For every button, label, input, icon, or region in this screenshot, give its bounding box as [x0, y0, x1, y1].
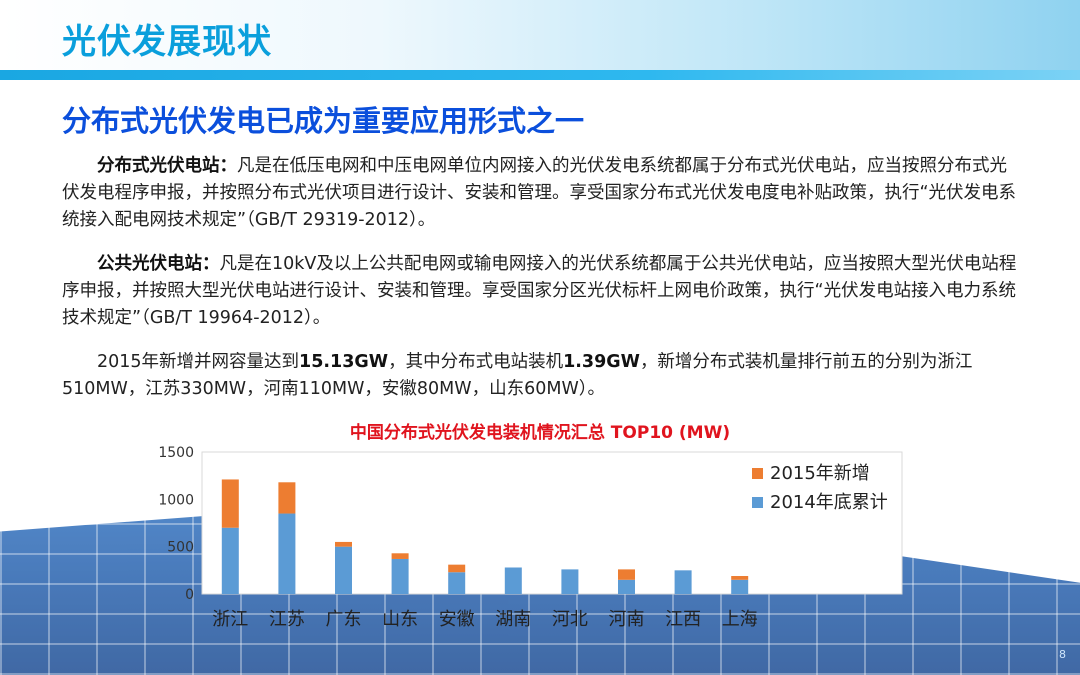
bar-2014-cumulative — [561, 569, 579, 594]
paragraph-stats-e: ，新增分布式装机量排行前五的分别为浙江510MW，江苏330MW，河南110MW… — [62, 352, 973, 399]
y-tick-label: 0 — [185, 587, 194, 603]
bar-2015-new — [391, 553, 409, 559]
y-tick-label: 1500 — [158, 445, 194, 461]
paragraph-public-text: 凡是在10kV及以上公共配电网或输电网接入的光伏系统都属于公共光伏电站，应当按照… — [62, 254, 1017, 328]
x-tick-label: 山东 — [382, 609, 418, 630]
paragraph-stats-distributed: 1.39GW — [563, 352, 640, 372]
bar-2014-cumulative — [674, 570, 692, 594]
x-tick-label: 河南 — [609, 609, 645, 630]
x-tick-label: 湖南 — [495, 609, 531, 630]
bar-2015-new — [731, 576, 749, 580]
paragraph-public: 公共光伏电站：凡是在10kV及以上公共配电网或输电网接入的光伏系统都属于公共光伏… — [62, 251, 1022, 332]
paragraph-stats-a: 2015年新增并网容量达到 — [97, 352, 300, 372]
bar-2015-new — [618, 569, 635, 580]
y-tick-label: 500 — [167, 540, 194, 556]
bar-2014-cumulative — [504, 567, 522, 594]
legend-label: 2015年新增 — [770, 463, 870, 484]
x-tick-label: 江苏 — [269, 609, 305, 630]
bar-2014-cumulative — [391, 558, 409, 594]
y-tick-label: 1000 — [158, 492, 194, 508]
paragraph-stats-c: ，其中分布式电站装机 — [388, 352, 564, 372]
legend-swatch — [752, 497, 763, 508]
x-tick-label: 广东 — [326, 609, 362, 630]
x-tick-label: 安徽 — [439, 609, 475, 630]
legend-label: 2014年底累计 — [770, 492, 888, 513]
bar-2014-cumulative — [335, 546, 352, 594]
bar-2015-new — [278, 482, 296, 514]
paragraph-stats: 2015年新增并网容量达到15.13GW，其中分布式电站装机1.39GW，新增分… — [62, 349, 1022, 403]
bar-2014-cumulative — [618, 579, 635, 594]
page-title: 光伏发展现状 — [62, 22, 272, 62]
x-tick-label: 浙江 — [212, 609, 248, 630]
paragraph-distributed: 分布式光伏电站：凡是在低压电网和中压电网单位内网接入的光伏发电系统都属于分布式光… — [62, 153, 1022, 234]
page-number: 8 — [1059, 648, 1066, 661]
chart-title: 中国分布式光伏发电装机情况汇总 TOP10 (MW) — [349, 423, 731, 443]
paragraph-distributed-term: 分布式光伏电站： — [97, 156, 237, 176]
plot-area — [201, 451, 903, 595]
bar-2015-new — [221, 479, 239, 528]
header-banner: 光伏发展现状 — [0, 0, 1080, 70]
bar-2014-cumulative — [221, 527, 239, 594]
bar-2015-new — [448, 564, 466, 573]
legend-swatch — [752, 468, 763, 479]
header-divider — [0, 70, 1080, 80]
paragraph-stats-capacity: 15.13GW — [299, 352, 389, 372]
x-tick-label: 上海 — [722, 609, 758, 630]
bar-2014-cumulative — [278, 513, 296, 594]
paragraph-public-term: 公共光伏电站： — [97, 254, 220, 274]
section-subtitle: 分布式光伏发电已成为重要应用形式之一 — [62, 104, 585, 138]
x-tick-label: 江西 — [665, 609, 701, 630]
paragraph-distributed-text: 凡是在低压电网和中压电网单位内网接入的光伏发电系统都属于分布式光伏电站，应当按照… — [62, 156, 1017, 230]
bar-2014-cumulative — [448, 572, 466, 594]
bar-chart: 0 500 1000 1500 浙江 江苏 广东 山东 安徽 湖南 河北 河南 江西 上海 2015年新… — [158, 445, 903, 630]
bar-2015-new — [335, 541, 352, 547]
bar-2014-cumulative — [731, 579, 749, 594]
x-tick-label: 河北 — [552, 609, 588, 630]
